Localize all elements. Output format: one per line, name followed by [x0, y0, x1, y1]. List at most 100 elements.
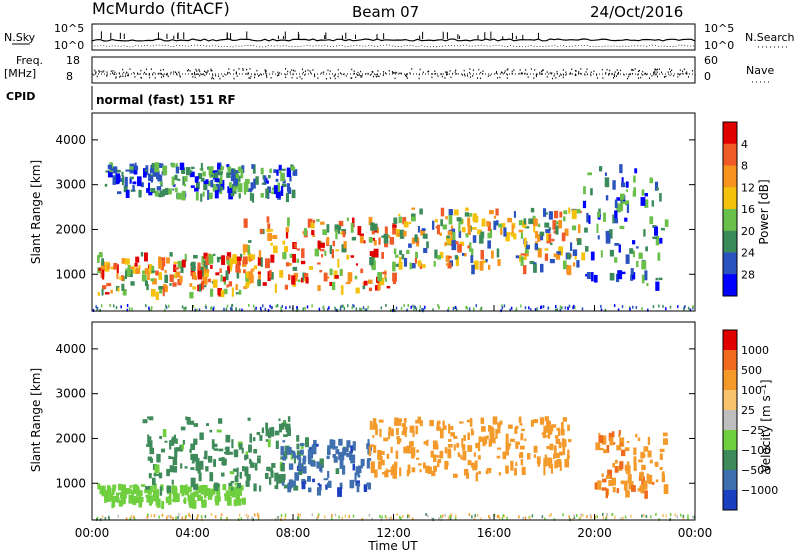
freq-point: [601, 68, 603, 71]
velocity-cell: [282, 455, 287, 461]
freq-point: [188, 69, 190, 71]
freq-point: [679, 74, 681, 76]
power-cell: [271, 187, 275, 191]
x-tick-label: 12:00: [376, 526, 411, 540]
velocity-noise-cell: [522, 516, 525, 520]
velocity-cell: [477, 455, 481, 460]
power-cell: [440, 207, 445, 217]
velocity-cell: [555, 438, 561, 445]
power-cell: [104, 183, 108, 187]
nsky-trace: [91, 38, 696, 42]
velocity-cell: [190, 420, 195, 425]
freq-point: [98, 70, 100, 72]
velocity-cell: [620, 480, 625, 485]
power-cell: [479, 260, 484, 271]
power-cell: [138, 189, 142, 198]
freq-point: [501, 72, 503, 74]
freq-point: [95, 71, 97, 74]
velocity-cell: [191, 493, 195, 499]
velocity-cell: [275, 440, 279, 449]
velocity-cell: [524, 438, 527, 442]
power-cell: [245, 271, 251, 279]
power-cell: [155, 170, 160, 180]
power-cell: [151, 265, 155, 274]
power-cell: [604, 172, 607, 176]
power-cell: [551, 238, 555, 242]
colorbar-frame: [722, 121, 738, 297]
power-noise-cell: [677, 305, 679, 309]
velocity-noise-cell: [381, 515, 383, 519]
velocity-cell: [507, 446, 511, 450]
power-cell: [284, 284, 289, 290]
freq-point: [378, 75, 380, 78]
velocity-cell: [230, 480, 235, 484]
velocity-cell: [153, 487, 157, 494]
velocity-cell: [499, 420, 503, 425]
freq-point: [264, 70, 266, 73]
freq-point: [325, 77, 327, 80]
freq-point: [393, 72, 395, 74]
freq-point: [533, 77, 535, 79]
freq-point: [353, 70, 355, 72]
power-cell: [408, 221, 412, 225]
power-noise-cell: [600, 304, 602, 308]
power-cell: [291, 189, 296, 199]
power-cell: [324, 250, 327, 256]
power-cell: [143, 276, 146, 281]
freq-point: [276, 74, 278, 77]
x-tick-label: 16:00: [477, 526, 512, 540]
velocity-cell: [200, 460, 204, 470]
velocity-cell: [453, 444, 456, 451]
power-cell: [588, 215, 591, 224]
velocity-noise-cell: [594, 515, 596, 519]
freq-point: [654, 70, 656, 73]
velocity-cell: [223, 458, 227, 466]
velocity-noise-cell: [96, 517, 98, 521]
velocity-cell: [207, 488, 211, 494]
velocity-cell: [605, 488, 609, 499]
power-noise-cell: [509, 308, 511, 312]
velocity-cell: [147, 441, 150, 446]
power-cell: [384, 270, 387, 280]
velocity-cell: [125, 488, 130, 495]
velocity-cell: [416, 449, 419, 453]
freq-point: [511, 70, 513, 73]
freq-point: [653, 71, 655, 74]
power-cell: [226, 255, 230, 260]
velocity-cell: [651, 481, 655, 485]
velocity-noise-cell: [177, 515, 179, 519]
power-cell: [660, 227, 665, 231]
power-cell: [649, 216, 654, 225]
power-cell: [399, 229, 405, 239]
power-cell: [226, 284, 229, 288]
power-noise-cell: [422, 308, 425, 312]
noise-strip: N.Sky N.Search 10^5 10^0 10^5 10^0: [4, 22, 795, 52]
velocity-cell: [618, 434, 621, 438]
velocity-noise-cell: [687, 514, 689, 518]
freq-point: [551, 77, 553, 80]
power-cell: [235, 170, 240, 174]
power-cell: [513, 211, 516, 218]
freq-point: [578, 71, 580, 73]
freq-point: [210, 68, 212, 70]
power-cell: [181, 169, 185, 174]
power-cell: [377, 280, 381, 291]
power-cell: [604, 177, 610, 188]
velocity-cell: [496, 455, 501, 459]
freq-point: [661, 71, 663, 74]
power-cell: [619, 225, 625, 230]
velocity-cell: [633, 463, 637, 472]
power-cell: [243, 218, 248, 228]
freq-point: [580, 72, 582, 75]
power-noise-cell: [581, 307, 584, 311]
velocity-cell: [171, 484, 175, 495]
power-cell: [487, 232, 492, 239]
power-cell: [134, 166, 139, 171]
velocity-cell: [276, 478, 282, 482]
power-cell: [317, 240, 321, 250]
velocity-noise-cell: [497, 514, 500, 518]
power-noise-cell: [556, 308, 559, 312]
velocity-noise-cell: [474, 514, 476, 518]
power-noise-cell: [613, 304, 616, 308]
